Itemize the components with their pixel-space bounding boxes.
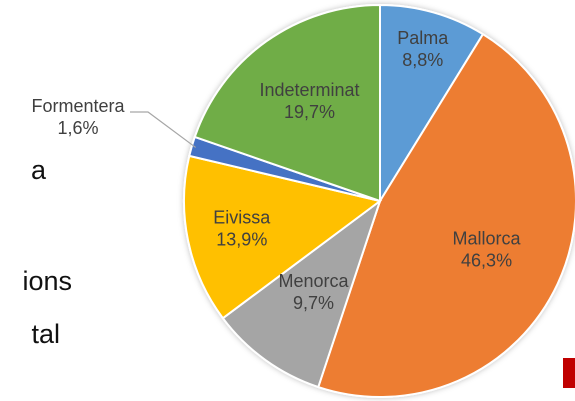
category-label: Menorca bbox=[278, 271, 349, 291]
slide-text: tal bbox=[31, 319, 60, 349]
slice bbox=[379, 3, 485, 205]
value-label: 9,7% bbox=[293, 293, 334, 313]
value-label: 8,8% bbox=[402, 50, 443, 70]
slice bbox=[183, 154, 383, 320]
category-label: Formentera bbox=[31, 96, 125, 116]
value-label: 46,3% bbox=[461, 250, 512, 270]
pie bbox=[183, 3, 575, 398]
category-label: Eivissa bbox=[213, 207, 271, 227]
category-label: Mallorca bbox=[453, 228, 522, 248]
leader-line bbox=[130, 111, 196, 148]
slide-text: a bbox=[31, 155, 47, 185]
slice bbox=[193, 3, 381, 203]
value-label: 13,9% bbox=[216, 229, 267, 249]
slice bbox=[316, 32, 575, 398]
value-label: 1,6% bbox=[57, 118, 98, 138]
logo-fragment bbox=[563, 358, 575, 388]
category-label: Palma bbox=[397, 28, 449, 48]
value-label: 19,7% bbox=[284, 102, 335, 122]
category-label: Indeterminat bbox=[259, 80, 359, 100]
slice bbox=[221, 198, 382, 389]
slide-text: ions bbox=[22, 266, 72, 296]
